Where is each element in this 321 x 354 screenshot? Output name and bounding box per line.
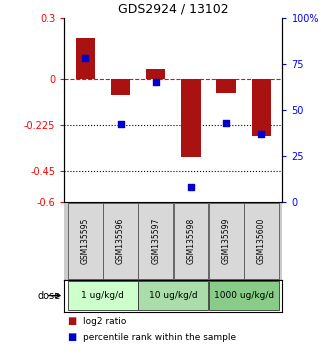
Text: dose: dose — [38, 291, 61, 301]
Title: GDS2924 / 13102: GDS2924 / 13102 — [118, 2, 229, 15]
Text: percentile rank within the sample: percentile rank within the sample — [83, 332, 237, 342]
Point — [153, 79, 158, 85]
Bar — [103, 202, 138, 279]
Bar — [174, 202, 208, 279]
Text: GSM135598: GSM135598 — [187, 218, 195, 264]
Bar — [76, 38, 95, 79]
Text: GSM135595: GSM135595 — [81, 217, 90, 264]
Text: ■: ■ — [67, 316, 77, 326]
Text: GSM135600: GSM135600 — [257, 217, 266, 264]
Text: 1000 ug/kg/d: 1000 ug/kg/d — [214, 291, 274, 300]
Point — [83, 55, 88, 61]
Bar — [68, 281, 138, 310]
Bar — [111, 79, 130, 96]
Bar — [209, 281, 279, 310]
Text: 10 ug/kg/d: 10 ug/kg/d — [149, 291, 198, 300]
Bar — [68, 202, 103, 279]
Bar — [244, 202, 279, 279]
Point — [224, 120, 229, 125]
Point — [188, 184, 194, 190]
Text: log2 ratio: log2 ratio — [83, 317, 127, 326]
Bar — [138, 281, 208, 310]
Text: 1 ug/kg/d: 1 ug/kg/d — [82, 291, 124, 300]
Point — [118, 122, 123, 127]
Text: GSM135596: GSM135596 — [116, 217, 125, 264]
Bar — [181, 79, 201, 157]
Bar — [209, 202, 244, 279]
Point — [259, 131, 264, 137]
Bar — [216, 79, 236, 93]
Text: ■: ■ — [67, 332, 77, 342]
Bar — [138, 202, 173, 279]
Bar — [252, 79, 271, 136]
Text: GSM135597: GSM135597 — [151, 217, 160, 264]
Text: GSM135599: GSM135599 — [221, 217, 231, 264]
Bar — [146, 69, 165, 79]
